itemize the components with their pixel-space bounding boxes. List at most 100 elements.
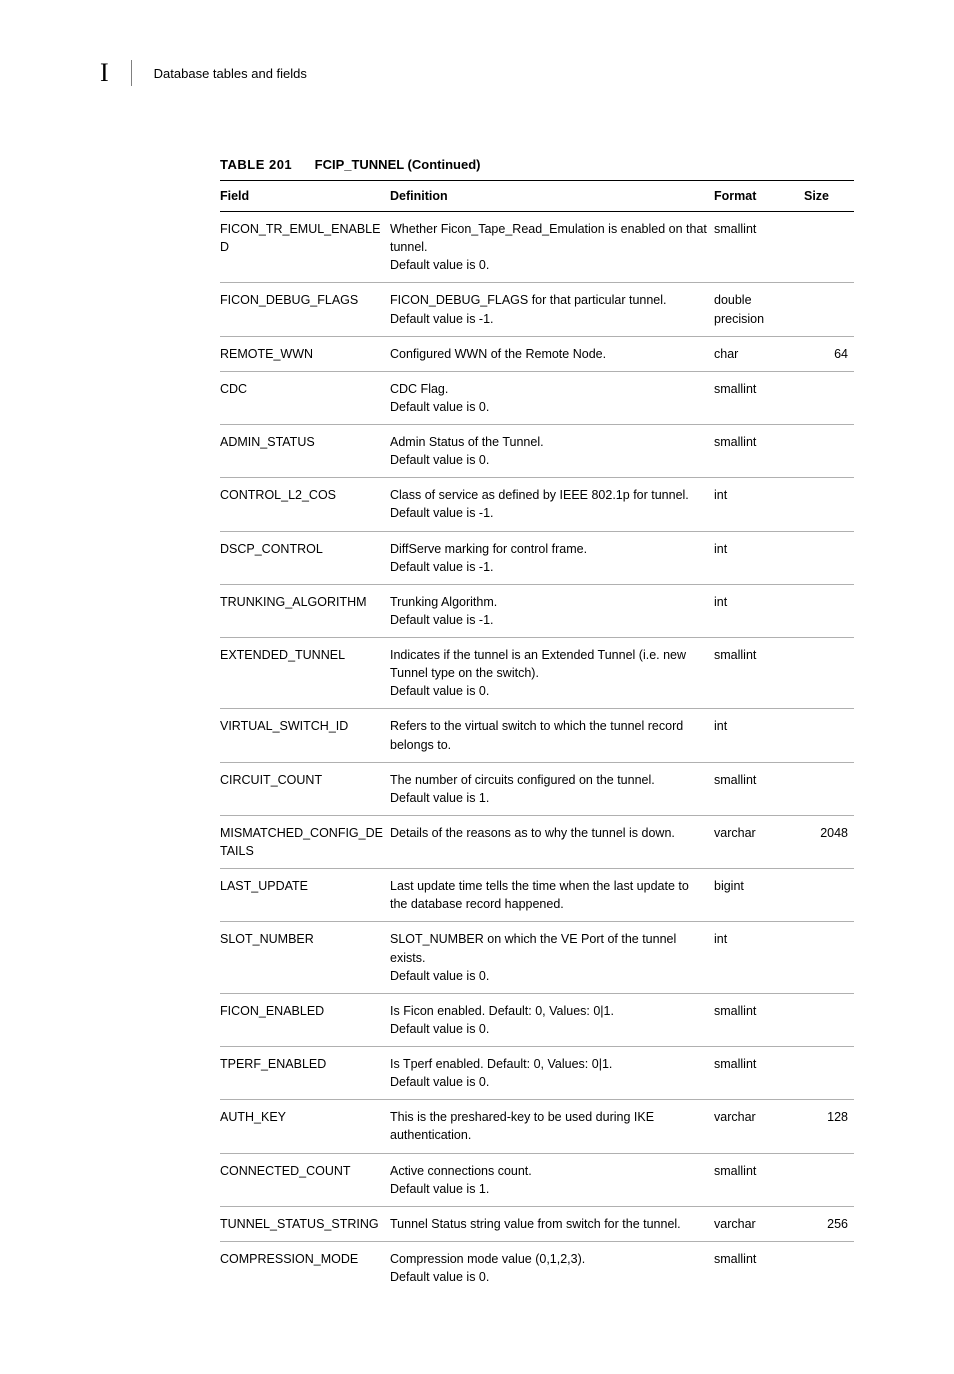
- cell-definition: Trunking Algorithm.Default value is -1.: [390, 584, 714, 637]
- table-row: CONTROL_L2_COSClass of service as define…: [220, 478, 854, 531]
- cell-definition: SLOT_NUMBER on which the VE Port of the …: [390, 922, 714, 993]
- cell-definition: Configured WWN of the Remote Node.: [390, 336, 714, 371]
- cell-format: smallint: [714, 762, 804, 815]
- cell-size: [804, 283, 854, 336]
- cell-definition: Last update time tells the time when the…: [390, 869, 714, 922]
- cell-field: FICON_DEBUG_FLAGS: [220, 283, 390, 336]
- page-header: I Database tables and fields: [100, 60, 854, 86]
- table-name: FCIP_TUNNEL (Continued): [315, 157, 481, 172]
- cell-format: int: [714, 922, 804, 993]
- cell-size: [804, 922, 854, 993]
- cell-size: [804, 1047, 854, 1100]
- cell-size: [804, 869, 854, 922]
- table-row: DSCP_CONTROLDiffServe marking for contro…: [220, 531, 854, 584]
- chapter-letter: I: [100, 60, 132, 86]
- table-row: ADMIN_STATUSAdmin Status of the Tunnel.D…: [220, 425, 854, 478]
- page: I Database tables and fields TABLE 201 F…: [0, 0, 954, 1374]
- cell-format: smallint: [714, 1047, 804, 1100]
- cell-field: CONNECTED_COUNT: [220, 1153, 390, 1206]
- cell-size: [804, 1241, 854, 1294]
- cell-format: bigint: [714, 869, 804, 922]
- col-definition: Definition: [390, 181, 714, 212]
- table-row: CDCCDC Flag.Default value is 0.smallint: [220, 371, 854, 424]
- cell-field: TPERF_ENABLED: [220, 1047, 390, 1100]
- cell-size: [804, 584, 854, 637]
- cell-definition: FICON_DEBUG_FLAGS for that particular tu…: [390, 283, 714, 336]
- cell-field: DSCP_CONTROL: [220, 531, 390, 584]
- cell-format: smallint: [714, 371, 804, 424]
- cell-definition: This is the preshared-key to be used dur…: [390, 1100, 714, 1153]
- fields-table: Field Definition Format Size FICON_TR_EM…: [220, 180, 854, 1294]
- cell-field: COMPRESSION_MODE: [220, 1241, 390, 1294]
- cell-format: char: [714, 336, 804, 371]
- table-row: EXTENDED_TUNNELIndicates if the tunnel i…: [220, 638, 854, 709]
- table-row: CIRCUIT_COUNTThe number of circuits conf…: [220, 762, 854, 815]
- cell-definition: Is Tperf enabled. Default: 0, Values: 0|…: [390, 1047, 714, 1100]
- cell-format: varchar: [714, 1100, 804, 1153]
- cell-format: int: [714, 584, 804, 637]
- cell-field: TUNNEL_STATUS_STRING: [220, 1206, 390, 1241]
- col-field: Field: [220, 181, 390, 212]
- table-row: VIRTUAL_SWITCH_IDRefers to the virtual s…: [220, 709, 854, 762]
- cell-size: [804, 212, 854, 283]
- cell-format: varchar: [714, 815, 804, 868]
- cell-format: varchar: [714, 1206, 804, 1241]
- cell-format: double precision: [714, 283, 804, 336]
- cell-size: [804, 478, 854, 531]
- page-title: Database tables and fields: [154, 66, 307, 81]
- cell-definition: Admin Status of the Tunnel.Default value…: [390, 425, 714, 478]
- table-row: FICON_TR_EMUL_ENABLEDWhether Ficon_Tape_…: [220, 212, 854, 283]
- cell-field: EXTENDED_TUNNEL: [220, 638, 390, 709]
- cell-field: MISMATCHED_CONFIG_DETAILS: [220, 815, 390, 868]
- cell-definition: Refers to the virtual switch to which th…: [390, 709, 714, 762]
- cell-definition: Compression mode value (0,1,2,3).Default…: [390, 1241, 714, 1294]
- cell-definition: Details of the reasons as to why the tun…: [390, 815, 714, 868]
- cell-field: ADMIN_STATUS: [220, 425, 390, 478]
- cell-size: [804, 531, 854, 584]
- table-row: TUNNEL_STATUS_STRINGTunnel Status string…: [220, 1206, 854, 1241]
- cell-format: int: [714, 478, 804, 531]
- cell-size: 256: [804, 1206, 854, 1241]
- cell-size: [804, 371, 854, 424]
- cell-field: CONTROL_L2_COS: [220, 478, 390, 531]
- cell-size: 64: [804, 336, 854, 371]
- content-area: TABLE 201 FCIP_TUNNEL (Continued) Field …: [220, 156, 854, 1294]
- cell-definition: Is Ficon enabled. Default: 0, Values: 0|…: [390, 993, 714, 1046]
- cell-definition: Whether Ficon_Tape_Read_Emulation is ena…: [390, 212, 714, 283]
- cell-size: [804, 638, 854, 709]
- cell-field: LAST_UPDATE: [220, 869, 390, 922]
- cell-format: int: [714, 531, 804, 584]
- cell-format: smallint: [714, 212, 804, 283]
- cell-definition: Active connections count.Default value i…: [390, 1153, 714, 1206]
- cell-size: [804, 425, 854, 478]
- table-row: REMOTE_WWNConfigured WWN of the Remote N…: [220, 336, 854, 371]
- cell-format: smallint: [714, 993, 804, 1046]
- table-row: FICON_DEBUG_FLAGSFICON_DEBUG_FLAGS for t…: [220, 283, 854, 336]
- table-header-row: Field Definition Format Size: [220, 181, 854, 212]
- cell-size: 2048: [804, 815, 854, 868]
- cell-definition: Tunnel Status string value from switch f…: [390, 1206, 714, 1241]
- cell-size: [804, 762, 854, 815]
- cell-format: smallint: [714, 1153, 804, 1206]
- cell-field: CDC: [220, 371, 390, 424]
- cell-size: [804, 993, 854, 1046]
- table-caption: TABLE 201 FCIP_TUNNEL (Continued): [220, 156, 854, 174]
- table-row: AUTH_KEYThis is the preshared-key to be …: [220, 1100, 854, 1153]
- table-row: MISMATCHED_CONFIG_DETAILSDetails of the …: [220, 815, 854, 868]
- table-number: TABLE 201: [220, 157, 292, 172]
- cell-definition: DiffServe marking for control frame.Defa…: [390, 531, 714, 584]
- cell-definition: The number of circuits configured on the…: [390, 762, 714, 815]
- cell-field: VIRTUAL_SWITCH_ID: [220, 709, 390, 762]
- cell-format: smallint: [714, 1241, 804, 1294]
- cell-format: smallint: [714, 638, 804, 709]
- cell-field: CIRCUIT_COUNT: [220, 762, 390, 815]
- cell-definition: CDC Flag.Default value is 0.: [390, 371, 714, 424]
- cell-field: FICON_ENABLED: [220, 993, 390, 1046]
- table-row: FICON_ENABLEDIs Ficon enabled. Default: …: [220, 993, 854, 1046]
- cell-field: REMOTE_WWN: [220, 336, 390, 371]
- table-row: SLOT_NUMBERSLOT_NUMBER on which the VE P…: [220, 922, 854, 993]
- col-size: Size: [804, 181, 854, 212]
- cell-size: [804, 709, 854, 762]
- cell-field: AUTH_KEY: [220, 1100, 390, 1153]
- cell-format: smallint: [714, 425, 804, 478]
